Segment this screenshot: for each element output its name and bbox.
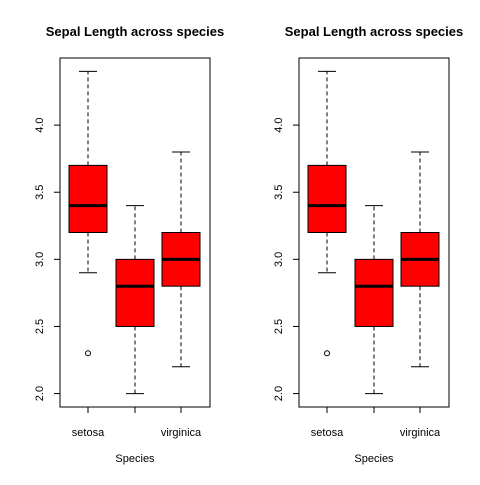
x-tick-label-setosa: setosa	[72, 427, 105, 439]
x-tick-label-virginica: virginica	[400, 427, 441, 439]
box-versicolor	[115, 205, 155, 395]
y-tick-label: 3.0	[34, 252, 46, 267]
chart-panel-right: Sepal Length across species Species seto…	[273, 24, 463, 465]
box-virginica	[161, 151, 201, 368]
y-tick-label: 4.0	[273, 117, 285, 132]
chart-panel-left: Sepal Length across species Species seto…	[34, 24, 224, 465]
outlier-point	[324, 350, 330, 357]
box-setosa	[68, 70, 108, 357]
box-versicolor	[354, 205, 394, 395]
iqr-box	[68, 164, 108, 233]
chart-title: Sepal Length across species	[285, 24, 463, 39]
outlier-point	[85, 350, 91, 357]
x-tick-label-virginica: virginica	[161, 427, 202, 439]
x-axis-title: Species	[115, 453, 155, 465]
box-setosa	[307, 70, 347, 357]
y-tick-label: 2.5	[34, 319, 46, 334]
iqr-box	[115, 258, 155, 327]
y-tick-label: 2.5	[273, 319, 285, 334]
iqr-box	[354, 258, 394, 327]
y-tick-label: 2.0	[34, 386, 46, 401]
y-tick-label: 3.5	[273, 185, 285, 200]
box-virginica	[400, 151, 440, 368]
x-axis-title: Species	[354, 453, 394, 465]
iqr-box	[307, 164, 347, 233]
chart-title: Sepal Length across species	[46, 24, 224, 39]
y-tick-label: 2.0	[273, 386, 285, 401]
y-tick-label: 3.5	[34, 185, 46, 200]
y-tick-label: 3.0	[273, 252, 285, 267]
x-tick-label-setosa: setosa	[311, 427, 344, 439]
y-tick-label: 4.0	[34, 117, 46, 132]
